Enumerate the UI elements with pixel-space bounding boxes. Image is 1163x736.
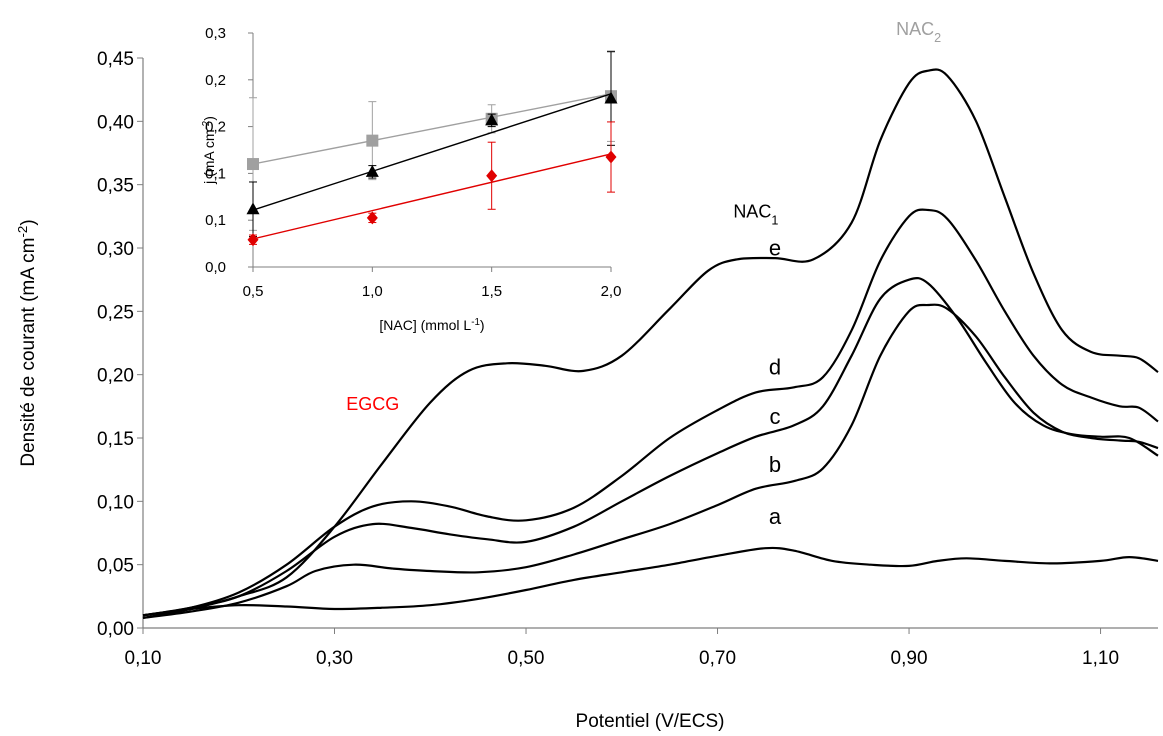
inset-y-tick-label: 0,3 (205, 25, 226, 42)
y-tick-label: 0,30 (97, 239, 134, 260)
y-tick-label: 0,40 (97, 112, 134, 133)
inset-point-triangle (604, 91, 618, 104)
curve-e (142, 68, 1159, 619)
inset-point-square (366, 134, 379, 147)
y-tick-label: 0,20 (97, 366, 134, 387)
curve-b (142, 303, 1159, 619)
inset-y-axis-title: j (mA cm-2) (201, 116, 218, 185)
inset-x-tick-label: 1,5 (481, 283, 502, 300)
y-tick-label: 0,45 (97, 49, 134, 70)
inset-x-tick-label: 0,5 (243, 283, 264, 300)
curve-label-d: d (769, 355, 781, 380)
curve-label-b: b (769, 452, 781, 477)
x-tick-label: 0,10 (125, 648, 162, 669)
inset-x-tick-label: 2,0 (601, 283, 622, 300)
x-axis-title: Potentiel (V/ECS) (576, 711, 725, 732)
y-axis-title: Densité de courant (mA cm-2) (15, 219, 40, 466)
x-tick-label: 0,70 (699, 648, 736, 669)
inset-plot: 0,5 1,0 1,5 2,0 0,0 0,1 0,1 0,2 0,2 0,3 [NAC] (mmo… (201, 25, 622, 333)
y-tick-label: 0,25 (97, 302, 134, 323)
y-tick-label: 0,05 (97, 556, 134, 577)
x-tick-label: 0,30 (316, 648, 353, 669)
curve-c (142, 276, 1159, 617)
curve-label-c: c (769, 404, 780, 429)
inset-point-triangle (365, 164, 379, 177)
curve-label-a: a (769, 504, 782, 529)
inset-point-diamond (486, 169, 498, 183)
inset-fit-line-square (252, 93, 612, 165)
inset-y-tick-label: 0,1 (205, 212, 226, 229)
inset-point-square (247, 158, 259, 171)
curve-label-e: e (769, 236, 781, 261)
x-tick-label: 0,90 (891, 648, 928, 669)
inset-point-triangle (485, 113, 499, 126)
annotation-nac2: NAC2 (896, 19, 941, 45)
y-tick-label: 0,10 (97, 492, 134, 513)
inset-fit-line-diamond (252, 153, 612, 240)
annotation-egcg: EGCG (346, 394, 399, 414)
annotation-nac1: NAC1 (733, 202, 778, 228)
y-tick-label: 0,35 (97, 176, 134, 197)
curve-a (142, 546, 1159, 617)
inset-point-diamond (247, 233, 259, 247)
inset-y-tick-label: 0,2 (205, 72, 226, 89)
inset-fit-line-triangle (252, 93, 612, 211)
y-tick-label: 0,00 (97, 619, 134, 640)
y-tick-label: 0,15 (97, 429, 134, 450)
inset-x-tick-label: 1,0 (362, 283, 383, 300)
inset-y-tick-label: 0,2 (205, 119, 226, 136)
inset-point-diamond (366, 211, 378, 225)
inset-x-axis-title: [NAC] (mmol L-1) (379, 317, 484, 334)
inset-y-tick-label: 0,0 (205, 259, 226, 276)
curve-d (142, 208, 1159, 617)
inset-point-triangle (246, 202, 260, 215)
inset-y-tick-label: 0,1 (205, 165, 226, 182)
x-tick-label: 0,50 (508, 648, 545, 669)
inset-point-diamond (605, 150, 617, 164)
main-plot: 0,10 0,30 0,50 0,70 0,90 1,10 0,00 0,05 0,10 0,15… (15, 19, 1159, 732)
x-tick-label: 1,10 (1082, 648, 1119, 669)
